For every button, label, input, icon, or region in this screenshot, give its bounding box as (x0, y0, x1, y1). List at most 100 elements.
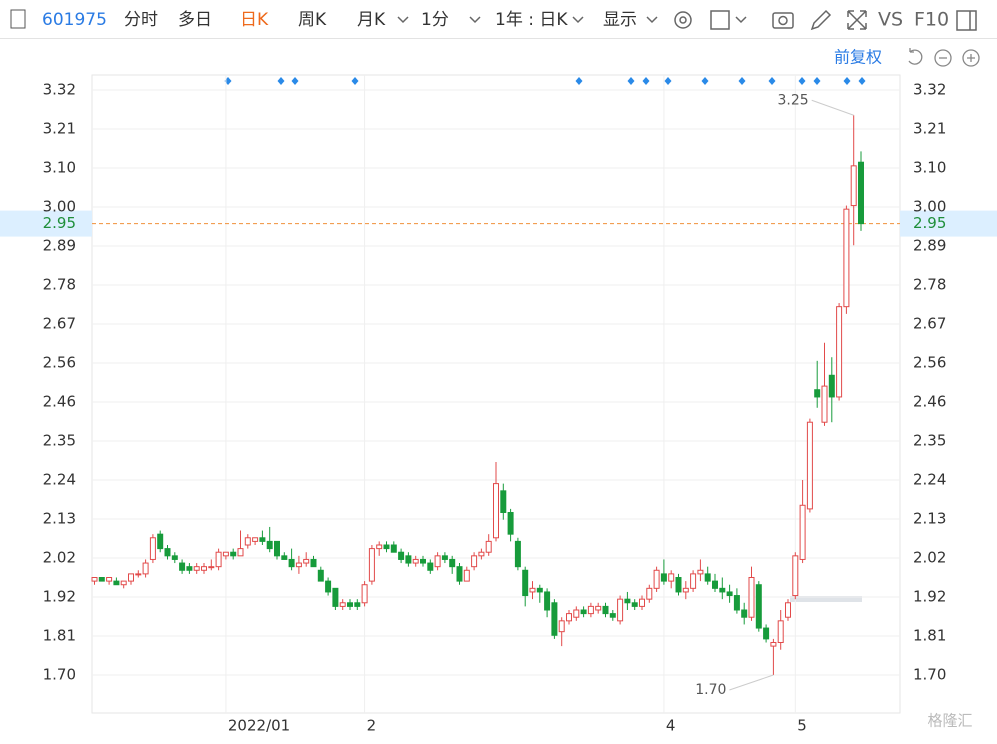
event-marker (798, 77, 806, 85)
checkbox-icon[interactable] (710, 10, 730, 30)
candle-body (478, 551, 485, 557)
candle-body (193, 566, 200, 571)
zoom-out-icon[interactable] (934, 49, 952, 67)
candle-body (164, 548, 171, 557)
toolbar-tab[interactable]: 分时 (124, 10, 158, 30)
candle-body (712, 580, 718, 589)
candle-body (836, 306, 843, 398)
y-tick-label-right: 3.32 (913, 81, 946, 99)
candle-body (142, 562, 149, 575)
vs-button[interactable]: VS (878, 9, 903, 31)
zoom-in-icon[interactable] (962, 49, 980, 67)
candle-body (171, 555, 178, 560)
stock-code[interactable]: 601975 (42, 10, 107, 30)
y-tick-label-right: 2.67 (913, 315, 946, 333)
panel-icon[interactable] (956, 10, 977, 31)
candle-body (697, 569, 704, 575)
y-tick-label-right: 2.78 (913, 276, 946, 294)
candle-body (500, 490, 507, 514)
candle-body (237, 548, 244, 557)
x-tick-label: 5 (797, 717, 807, 735)
candle-body (690, 573, 697, 589)
candle-body (135, 573, 142, 576)
chevron (646, 16, 658, 24)
y-tick-label: 3.00 (43, 198, 76, 216)
y-tick-label-right: 3.10 (913, 159, 946, 177)
candle-body (602, 605, 609, 615)
candle-body (201, 566, 207, 571)
y-tick-label: 1.92 (43, 588, 76, 606)
y-tick-label: 2.35 (43, 432, 76, 450)
annotation-label: 1.70 (695, 682, 726, 698)
toolbar-tab[interactable]: 多日 (178, 10, 212, 30)
candle-body (383, 544, 390, 550)
candle-body (252, 537, 259, 542)
candle-body (653, 569, 660, 589)
y-tick-label-right: 2.24 (913, 471, 946, 489)
candle-body (821, 385, 828, 423)
candle-body (347, 602, 353, 607)
candle-body (98, 577, 105, 582)
event-marker (627, 77, 635, 85)
y-tick-label-right: 3.21 (913, 120, 946, 138)
toolbar-tab[interactable]: 显示 (603, 10, 637, 30)
adjust-toggle[interactable]: 前复权 (834, 48, 882, 67)
candle-body (215, 551, 222, 568)
event-marker (664, 77, 672, 85)
reset-icon[interactable] (908, 48, 923, 65)
candle-body (536, 587, 543, 593)
candle-body (149, 537, 156, 560)
y-tick-label-right: 2.89 (913, 237, 946, 255)
candle-body (339, 602, 346, 607)
price-band (900, 210, 997, 237)
y-tick-label: 2.13 (43, 510, 76, 528)
event-marker (642, 77, 650, 85)
candle-body (106, 577, 113, 582)
candle-body (814, 389, 821, 398)
x-tick-label: 2022/01 (228, 717, 290, 735)
candle-body (733, 595, 740, 611)
candle-body (441, 555, 448, 560)
price-band (0, 210, 92, 237)
candle-body (675, 577, 682, 593)
candle-body (420, 558, 426, 564)
candle-body (274, 540, 280, 557)
candle-body (748, 577, 755, 618)
annotation-leader (811, 99, 854, 116)
candle-body (850, 165, 857, 207)
x-tick-label: 4 (666, 717, 676, 735)
candle-body (785, 602, 791, 618)
candle-body (120, 580, 127, 586)
candle-body (806, 421, 813, 510)
candle-body (741, 609, 748, 618)
candle-body (580, 609, 587, 615)
pen-icon[interactable] (810, 9, 832, 31)
settings-icon[interactable] (674, 11, 692, 29)
candle-body (858, 161, 864, 225)
toolbar-tab[interactable]: 1分 (421, 10, 449, 30)
f10-button[interactable]: F10 (914, 9, 949, 31)
candle-body (682, 587, 689, 593)
candle-body (770, 642, 777, 647)
candle-body (719, 587, 726, 593)
candle-body (398, 551, 405, 560)
toolbar-tab[interactable]: 月K (357, 10, 386, 30)
toolbar-tab[interactable]: 周K (298, 10, 327, 30)
candle-body (361, 584, 368, 604)
toolbar-tab[interactable]: 日K (240, 10, 269, 30)
expand-icon[interactable] (847, 10, 867, 30)
event-marker (701, 77, 709, 85)
candle-body (128, 573, 134, 582)
chevron (397, 16, 409, 24)
candle-body (179, 562, 186, 571)
sidebar-icon[interactable] (10, 9, 26, 29)
event-marker (291, 77, 299, 85)
camera-icon[interactable] (772, 12, 794, 29)
candle-body (763, 627, 770, 640)
candle-body (843, 208, 850, 308)
candle-body (376, 544, 383, 550)
y-tick-label: 1.81 (43, 627, 76, 645)
toolbar-tab[interactable]: 1年 : 日K (495, 10, 568, 30)
candle-body (493, 483, 499, 539)
